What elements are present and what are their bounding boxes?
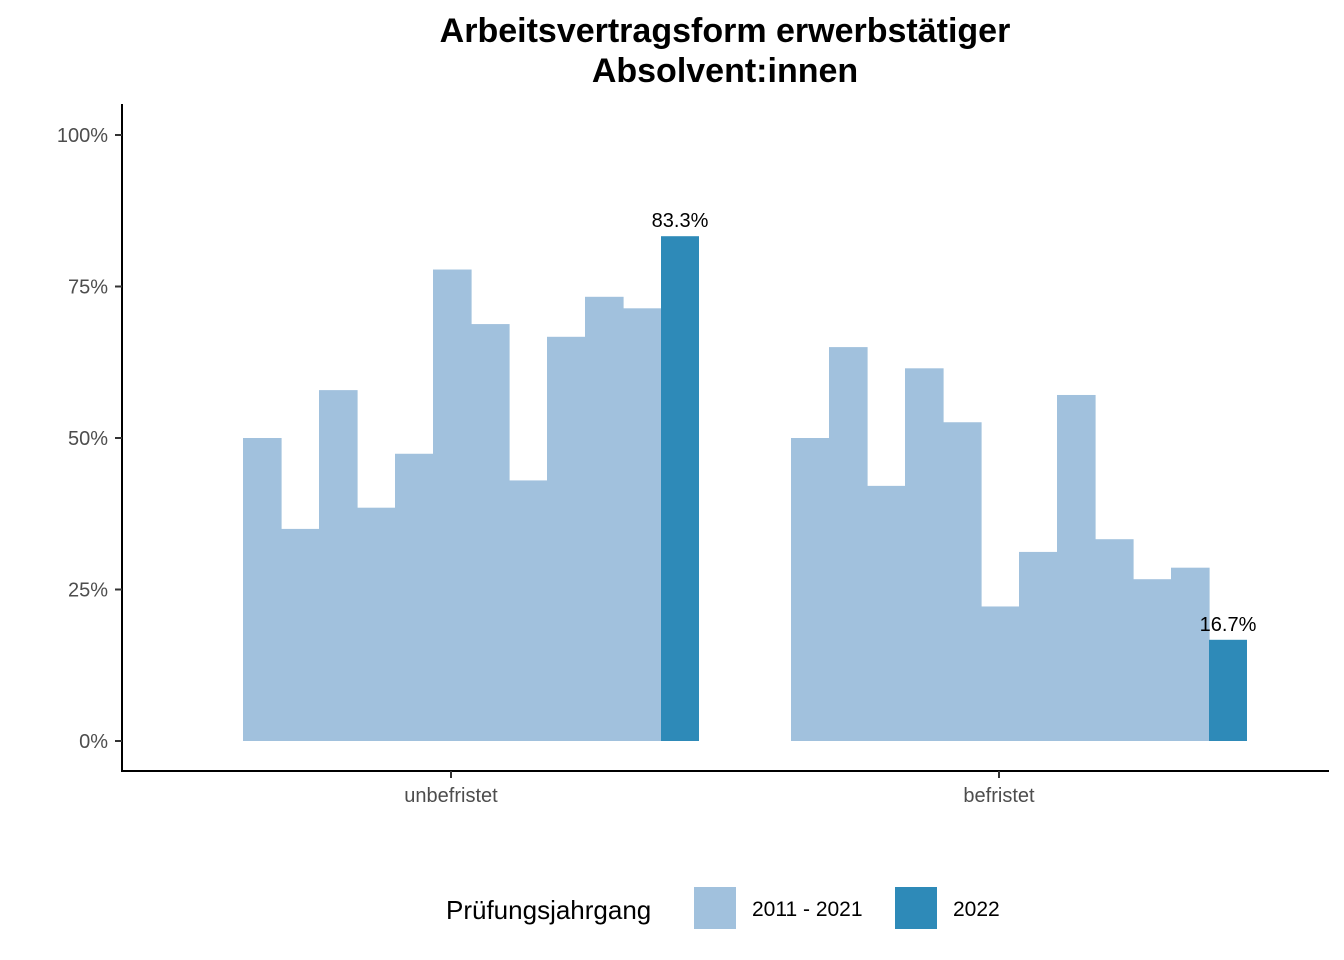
bar-unbefristet-history-2 bbox=[281, 528, 320, 741]
bar-unbefristet-history-8 bbox=[509, 480, 548, 741]
bar-befristet-history-7 bbox=[1019, 551, 1058, 741]
bar-unbefristet-history-3 bbox=[319, 390, 358, 741]
data-label-befristet-current: 16.7% bbox=[1200, 614, 1257, 636]
bar-unbefristet-history-7 bbox=[471, 324, 510, 741]
bar-befristet-history-9 bbox=[1095, 539, 1134, 741]
y-axis-ticks: 0% 25% 50% 75% 100% bbox=[57, 125, 122, 753]
legend-swatch-current bbox=[895, 887, 937, 929]
data-labels-layer: 83.3% 16.7% bbox=[652, 210, 1257, 636]
bar-befristet-current bbox=[1209, 639, 1247, 741]
bar-unbefristet-current bbox=[661, 236, 699, 741]
bar-befristet-history-11 bbox=[1171, 567, 1210, 741]
legend-title: Prüfungsjahrgang bbox=[446, 895, 651, 925]
x-tick-label-befristet: befristet bbox=[963, 785, 1035, 807]
bar-befristet-history-3 bbox=[867, 485, 906, 741]
bars-layer bbox=[243, 236, 1247, 741]
chart-title-line-1: Arbeitsvertragsform erwerbstätiger bbox=[440, 12, 1011, 50]
bar-befristet-history-2 bbox=[829, 347, 868, 741]
legend-swatch-history bbox=[694, 887, 736, 929]
bar-befristet-history-5 bbox=[943, 422, 982, 741]
chart-title-line-2: Absolvent:innen bbox=[592, 52, 858, 90]
bar-befristet-history-8 bbox=[1057, 394, 1096, 741]
legend-label-current: 2022 bbox=[953, 898, 1000, 921]
bar-unbefristet-history-9 bbox=[547, 336, 586, 741]
bar-unbefristet-history-4 bbox=[357, 507, 396, 741]
bar-unbefristet-history-11 bbox=[623, 308, 662, 741]
data-label-unbefristet-current: 83.3% bbox=[652, 210, 709, 232]
x-axis-ticks: unbefristet befristet bbox=[404, 771, 1035, 807]
bar-unbefristet-history-1 bbox=[243, 438, 282, 741]
x-tick-label-unbefristet: unbefristet bbox=[404, 785, 498, 807]
bar-befristet-history-1 bbox=[791, 438, 830, 741]
y-tick-label: 75% bbox=[68, 277, 108, 299]
legend: Prüfungsjahrgang 2011 - 2021 2022 bbox=[446, 887, 1000, 929]
bar-befristet-history-4 bbox=[905, 368, 944, 741]
bar-unbefristet-history-5 bbox=[395, 453, 434, 741]
bar-unbefristet-history-6 bbox=[433, 269, 472, 741]
y-tick-label: 100% bbox=[57, 125, 108, 147]
legend-label-history: 2011 - 2021 bbox=[752, 898, 863, 921]
bar-befristet-history-10 bbox=[1133, 579, 1172, 741]
y-tick-label: 50% bbox=[68, 428, 108, 450]
y-tick-label: 25% bbox=[68, 580, 108, 602]
y-tick-label: 0% bbox=[79, 731, 108, 753]
bar-unbefristet-history-10 bbox=[585, 296, 624, 741]
bar-befristet-history-6 bbox=[981, 606, 1020, 741]
